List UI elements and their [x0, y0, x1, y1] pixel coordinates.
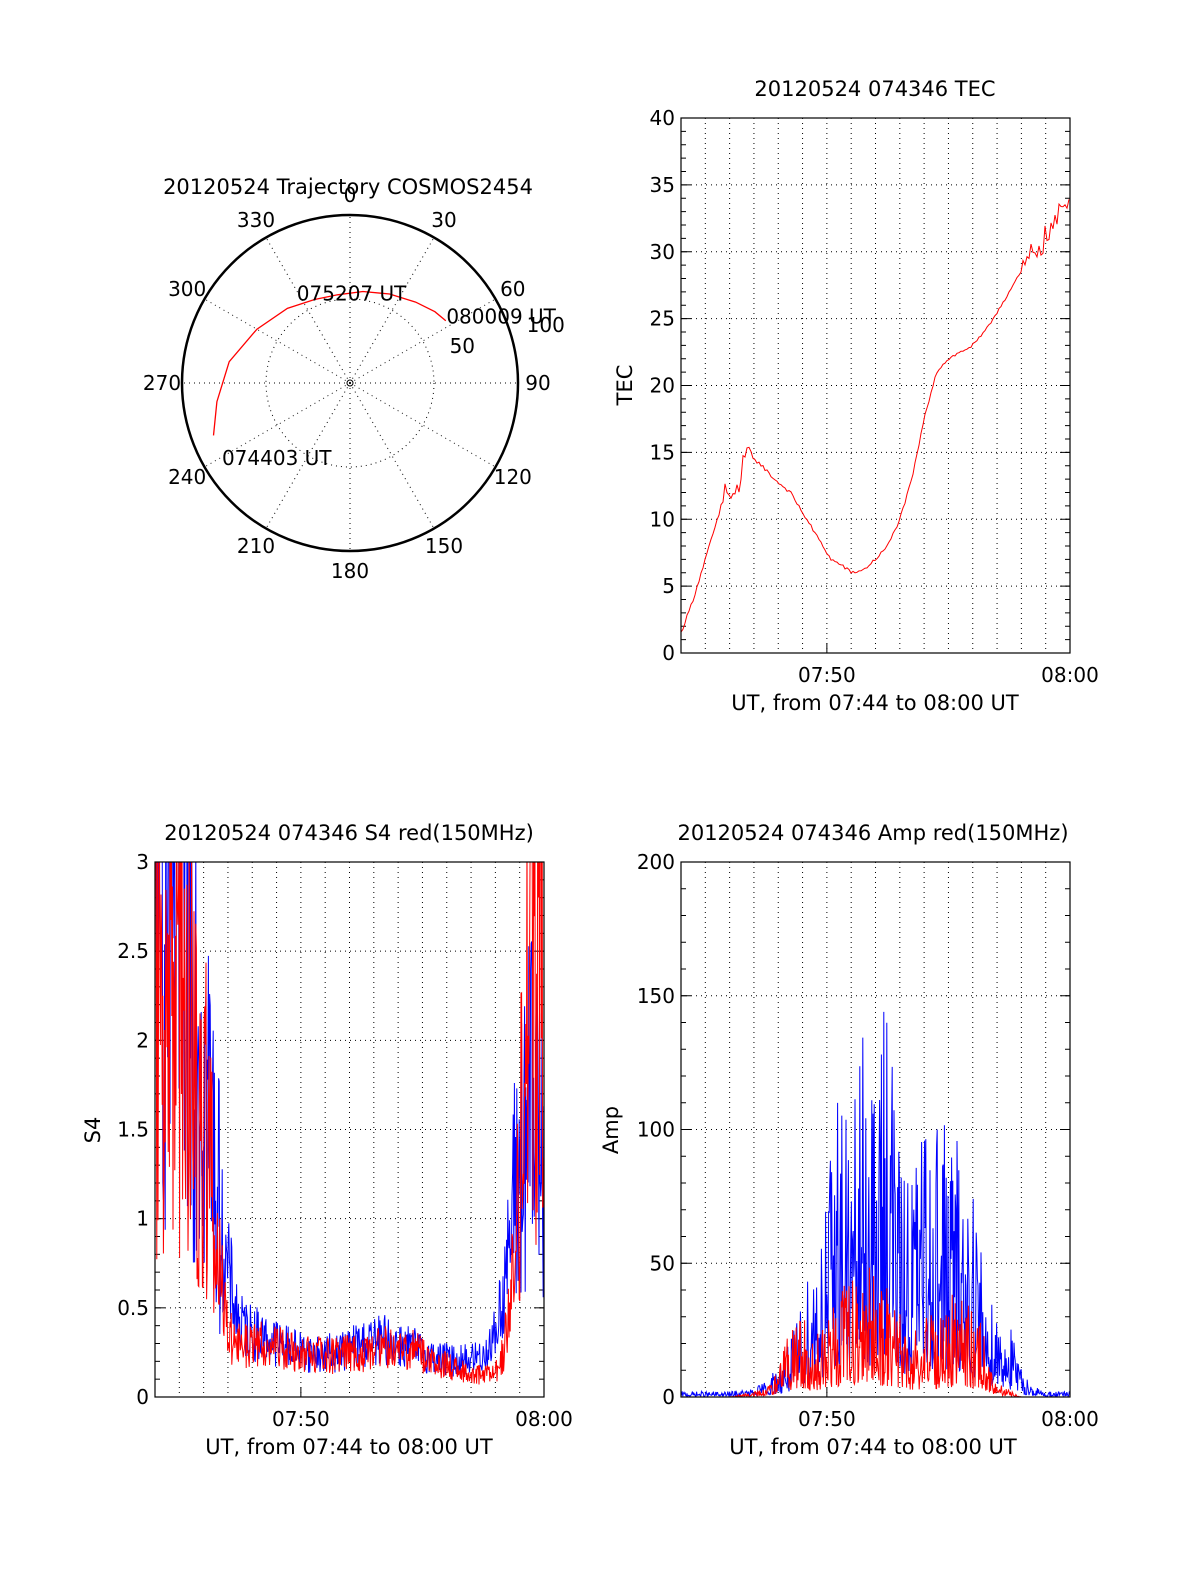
trajectory-time-label: 075207 UT — [297, 281, 407, 305]
y-tick-label: 0 — [662, 641, 675, 665]
y-tick-label: 30 — [650, 240, 675, 264]
y-tick-label: 10 — [650, 507, 675, 531]
polar-center — [346, 379, 354, 387]
polar-angle-label: 210 — [237, 534, 275, 558]
polar-radius-label: 100 — [527, 313, 565, 337]
series-line — [156, 862, 544, 1377]
series-line — [681, 199, 1070, 633]
y-tick-label: 0 — [662, 1385, 675, 1409]
y-tick-label: 3 — [136, 850, 149, 874]
polar-angle-labels: 0 30 60 90 120 150 180 210 240 270 300 330 — [143, 183, 551, 583]
x-tick-label: 08:00 — [1041, 663, 1099, 687]
polar-radius-label: 50 — [450, 334, 475, 358]
polar-ring-50 — [265, 298, 435, 468]
polar-angle-label: 270 — [143, 371, 181, 395]
trajectory-time-label: 080009 UT — [446, 305, 556, 329]
amp-chart-ylabel: Amp — [599, 1106, 623, 1154]
trajectory-polar-chart: 20120524 Trajectory COSMOS2454 0 30 60 90 12… — [143, 175, 565, 583]
polar-angle-label: 240 — [168, 465, 206, 489]
y-tick-label: 0.5 — [117, 1296, 149, 1320]
plot-frame — [154, 861, 545, 1398]
y-tick-label: 25 — [650, 307, 675, 331]
y-tick-label: 2.5 — [117, 939, 149, 963]
y-tick-label: 150 — [637, 984, 675, 1008]
polar-grid — [180, 213, 520, 553]
polar-spoke — [349, 382, 496, 468]
polar-radius-labels: 50 100 — [450, 313, 565, 358]
trajectory-annotations: 080009 UT 075207 UT 074403 UT — [222, 281, 557, 470]
polar-angle-label: 180 — [331, 559, 369, 583]
y-tick-label: 2 — [136, 1028, 149, 1052]
y-tick-label: 15 — [650, 440, 675, 464]
s4-chart-ylabel: S4 — [81, 1117, 105, 1144]
y-tick-label: 1.5 — [117, 1118, 149, 1142]
polar-outer-circle — [180, 213, 520, 553]
polar-spoke — [204, 382, 351, 468]
y-tick-label: 35 — [650, 173, 675, 197]
polar-spoke — [265, 237, 351, 384]
polar-angle-label: 300 — [168, 277, 206, 301]
x-tick-label: 08:00 — [515, 1407, 573, 1431]
x-tick-label: 07:50 — [798, 663, 856, 687]
amp-chart-xlabel: UT, from 07:44 to 08:00 UT — [729, 1435, 1017, 1459]
y-tick-label: 5 — [662, 574, 675, 598]
series-group — [155, 862, 544, 1385]
y-tick-label: 200 — [637, 850, 675, 874]
polar-angle-label: 150 — [425, 534, 463, 558]
polar-angle-label: 30 — [431, 208, 456, 232]
y-tick-label: 0 — [136, 1385, 149, 1409]
series-line — [155, 862, 544, 1385]
plot-frame — [680, 117, 1071, 654]
polar-angle-label: 330 — [237, 208, 275, 232]
tec-chart-title: 20120524 074346 TEC — [754, 77, 995, 101]
polar-spoke — [204, 298, 351, 384]
trajectory-series — [212, 290, 447, 436]
polar-angle-label: 120 — [494, 465, 532, 489]
s4-plot-area: 0 0.5 1 1.5 2 2.5 3 07:50 08:00 — [117, 850, 573, 1431]
y-tick-label: 40 — [650, 106, 675, 130]
trajectory-line — [212, 290, 447, 436]
y-tick-label: 20 — [650, 374, 675, 398]
s4-chart-title: 20120524 074346 S4 red(150MHz) — [164, 821, 534, 845]
tec-chart-ylabel: TEC — [613, 365, 637, 407]
x-tick-label: 07:50 — [798, 1407, 856, 1431]
y-tick-label: 100 — [637, 1118, 675, 1142]
trajectory-time-label: 074403 UT — [222, 446, 332, 470]
x-tick-label: 07:50 — [272, 1407, 330, 1431]
series-group — [681, 199, 1070, 633]
y-tick-label: 1 — [136, 1207, 149, 1231]
amp-plot-area: 0 50 100 150 200 07:50 08:00 — [637, 850, 1099, 1431]
polar-angle-label: 60 — [500, 277, 525, 301]
polar-chart-title: 20120524 Trajectory COSMOS2454 — [163, 175, 533, 199]
tec-plot-area: 0 5 10 15 20 25 30 35 40 07:50 08:00 — [650, 106, 1099, 687]
plot-frame — [680, 861, 1071, 1398]
tec-chart-xlabel: UT, from 07:44 to 08:00 UT — [731, 691, 1019, 715]
polar-angle-label: 90 — [525, 371, 550, 395]
y-tick-label: 50 — [650, 1251, 675, 1275]
polar-spoke — [349, 298, 496, 384]
polar-angle-label: 0 — [344, 183, 357, 207]
s4-chart-xlabel: UT, from 07:44 to 08:00 UT — [205, 1435, 493, 1459]
series-group — [681, 1011, 1070, 1397]
series-line — [681, 1267, 1070, 1397]
tec-chart: 20120524 074346 TEC UT, from 07:44 to 08… — [613, 77, 1099, 715]
amp-chart: 20120524 074346 Amp red(150MHz) UT, from… — [599, 821, 1099, 1459]
x-tick-label: 08:00 — [1041, 1407, 1099, 1431]
amp-chart-title: 20120524 074346 Amp red(150MHz) — [677, 821, 1068, 845]
polar-spoke — [349, 237, 435, 384]
s4-chart: 20120524 074346 S4 red(150MHz) UT, from … — [81, 821, 573, 1459]
